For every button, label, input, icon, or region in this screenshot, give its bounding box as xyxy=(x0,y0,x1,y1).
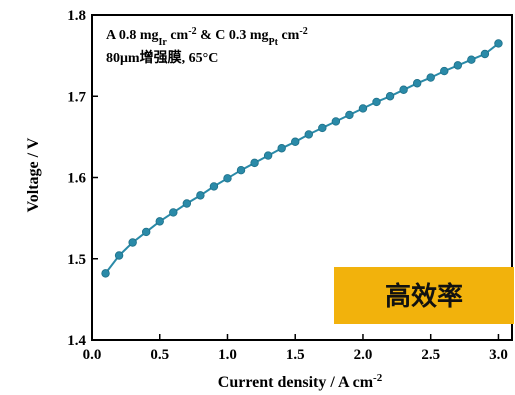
data-point xyxy=(263,151,273,160)
axis-tick-labels: 0.0 0.5 1.0 1.5 2.0 2.5 3.0 1.4 1.5 1.6 1.7 1.8 xyxy=(67,8,508,363)
x-tick-label: 1.5 xyxy=(286,347,305,363)
data-point xyxy=(169,208,178,217)
data-point xyxy=(182,199,192,208)
data-point xyxy=(304,130,313,139)
data-point xyxy=(141,227,151,237)
data-point xyxy=(385,92,395,101)
data-point xyxy=(209,182,219,191)
data-point xyxy=(128,238,137,247)
badge xyxy=(334,267,514,324)
data-point xyxy=(345,110,354,120)
data-point xyxy=(331,117,341,126)
data-point xyxy=(440,66,449,76)
y-axis-title: Voltage / V xyxy=(25,137,42,212)
x-axis-title: Current density / A cm-2 xyxy=(218,372,383,391)
data-point xyxy=(291,137,300,146)
y-tick-label: 1.8 xyxy=(67,8,86,24)
x-tick-label: 0.0 xyxy=(83,347,102,363)
plot-frame xyxy=(91,14,513,341)
data-point xyxy=(236,165,246,175)
y-tick-label: 1.4 xyxy=(67,333,86,349)
series-line xyxy=(104,42,500,275)
annotation-line-1: A 0.8 mgIr cm-2 & C 0.3 mgPt cm-2 xyxy=(106,26,308,48)
data-point xyxy=(480,49,490,59)
data-point xyxy=(196,191,205,200)
data-point xyxy=(277,144,286,153)
data-point xyxy=(250,158,259,168)
data-point xyxy=(372,97,381,107)
data-point xyxy=(101,269,110,278)
data-point xyxy=(412,79,422,88)
data-point xyxy=(358,104,368,113)
y-tick-label: 1.7 xyxy=(67,89,86,105)
x-tick-label: 0.5 xyxy=(150,347,169,363)
data-point xyxy=(467,55,476,64)
annotation-line-2: 80μm增强膜, 65°C xyxy=(106,49,218,66)
x-tick-label: 3.0 xyxy=(489,347,508,363)
y-tick-label: 1.6 xyxy=(67,171,86,187)
x-tick-label: 2.0 xyxy=(354,347,373,363)
data-point xyxy=(114,251,124,260)
series-points xyxy=(101,39,503,278)
x-tick-label: 1.0 xyxy=(218,347,237,363)
data-point xyxy=(453,61,463,70)
data-point xyxy=(399,85,408,94)
data-point xyxy=(318,123,327,133)
data-point xyxy=(155,217,164,226)
data-point xyxy=(223,174,232,183)
data-point xyxy=(426,73,435,82)
badge-label: 高效率 xyxy=(385,281,463,312)
y-tick-label: 1.5 xyxy=(67,252,86,268)
x-tick-label: 2.5 xyxy=(421,347,440,363)
data-point xyxy=(494,39,503,48)
